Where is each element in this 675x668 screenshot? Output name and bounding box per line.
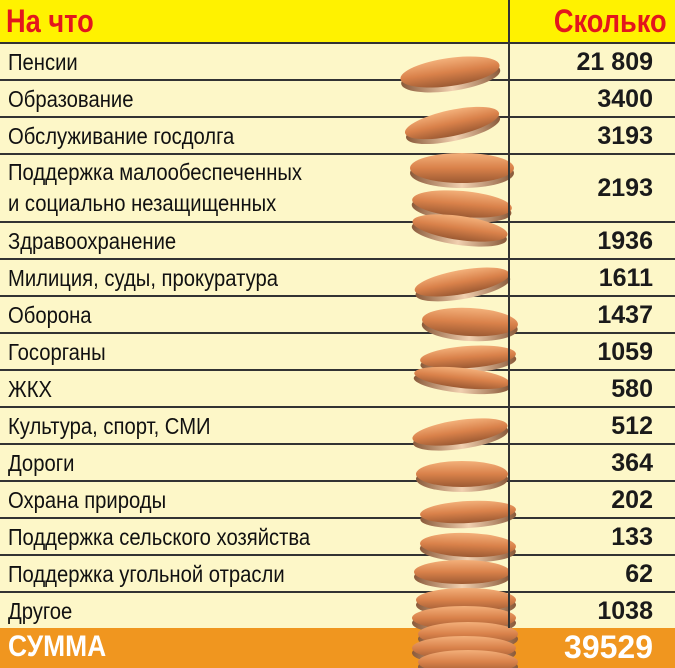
row-label: Обслуживание госдолга: [8, 123, 235, 149]
row-value: 21 809: [576, 47, 653, 76]
row-label: Охрана природы: [8, 487, 167, 513]
row-value: 202: [611, 485, 653, 514]
header-how-much: Сколько: [554, 3, 667, 39]
row-label: Оборона: [8, 302, 92, 328]
table-row: Поддержка угольной отрасли 62: [0, 556, 675, 593]
row-label-line2: и социально незащищенных: [8, 190, 277, 216]
row-value: 512: [611, 411, 653, 440]
row-value: 1437: [597, 300, 653, 329]
table-header: На что Сколько: [0, 0, 675, 44]
total-label: СУММА: [8, 630, 107, 663]
row-value: 1038: [597, 596, 653, 625]
row-label: Образование: [8, 86, 134, 112]
table-row: Оборона 1437: [0, 297, 675, 334]
row-label: Поддержка малообеспеченных: [8, 159, 303, 185]
row-value: 3400: [597, 84, 653, 113]
table-row: Пенсии 21 809: [0, 44, 675, 81]
row-label: Другое: [8, 598, 73, 624]
row-label: Здравоохранение: [8, 228, 177, 254]
total-value: 39529: [564, 629, 653, 665]
table-row: Поддержка сельского хозяйства 133: [0, 519, 675, 556]
row-value: 62: [625, 559, 653, 588]
table-row: Обслуживание госдолга 3193: [0, 118, 675, 155]
table-row: Милиция, суды, прокуратура 1611: [0, 260, 675, 297]
row-label: Пенсии: [8, 49, 78, 75]
row-label: ЖКХ: [8, 376, 52, 402]
table-row: Образование 3400: [0, 81, 675, 118]
table-row: Поддержка малообеспеченных и социально не…: [0, 155, 675, 223]
row-label: Милиция, суды, прокуратура: [8, 265, 278, 291]
total-row: СУММА 39529: [0, 628, 675, 668]
row-value: 364: [611, 448, 653, 477]
table-row: Дороги 364: [0, 445, 675, 482]
table-row: Госорганы 1059: [0, 334, 675, 371]
header-what: На что: [6, 3, 94, 39]
table-row: Культура, спорт, СМИ 512: [0, 408, 675, 445]
row-label: Поддержка сельского хозяйства: [8, 524, 311, 550]
row-value: 133: [611, 522, 653, 551]
row-value: 1611: [598, 263, 653, 292]
row-label: Культура, спорт, СМИ: [8, 413, 211, 439]
table-row: Охрана природы 202: [0, 482, 675, 519]
row-value: 3193: [597, 121, 653, 150]
column-divider: [508, 0, 510, 628]
row-label: Госорганы: [8, 339, 106, 365]
row-value: 580: [611, 374, 653, 403]
table-row: Другое 1038: [0, 593, 675, 630]
row-value: 1936: [597, 226, 653, 255]
table-row: ЖКХ 580: [0, 371, 675, 408]
row-value: 2193: [597, 174, 653, 202]
row-label: Дороги: [8, 450, 75, 476]
table-row: Здравоохранение 1936: [0, 223, 675, 260]
row-value: 1059: [597, 337, 653, 366]
row-label: Поддержка угольной отрасли: [8, 561, 285, 587]
